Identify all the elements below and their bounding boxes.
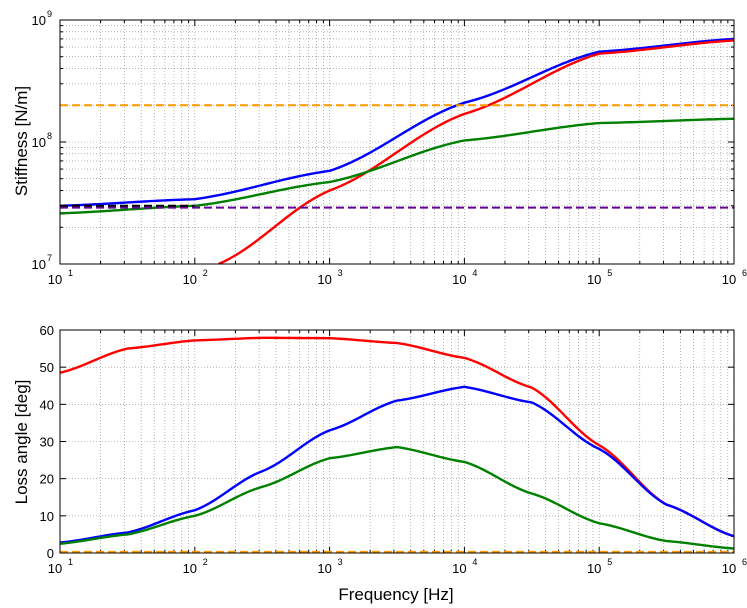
stiffness-y-tick-label-exponent: 9 xyxy=(47,9,52,19)
stiffness-y-tick-label-exponent: 7 xyxy=(47,253,52,263)
loss-angle-axes-frame xyxy=(59,329,735,554)
stiffness-series-group xyxy=(60,37,734,264)
loss-angle-x-tick-label: 10 xyxy=(722,561,736,576)
loss-angle-x-tick-label: 10 xyxy=(587,561,601,576)
stiffness-grid xyxy=(59,19,735,265)
stiffness-x-tick-label: 10 xyxy=(722,272,736,287)
loss-angle-y-tick-label: 30 xyxy=(40,435,54,450)
loss-angle-y-tick-label: 60 xyxy=(40,323,54,338)
loss-angle-y-tick-label: 10 xyxy=(40,509,54,524)
loss-angle-y-tick-label: 20 xyxy=(40,472,54,487)
loss-angle-x-tick-label-exponent: 2 xyxy=(203,557,208,567)
stiffness-x-tick-label: 10 xyxy=(48,272,62,287)
loss-angle-y-tick-label: 0 xyxy=(47,546,54,561)
stiffness-axes-frame xyxy=(59,19,735,265)
loss-angle-x-tick-label: 10 xyxy=(452,561,466,576)
loss-angle-series-line-0 xyxy=(60,336,734,538)
loss-angle-x-tick-label-exponent: 6 xyxy=(742,557,747,567)
stiffness-series-line-0 xyxy=(60,37,734,207)
stiffness-x-tick-label: 10 xyxy=(452,272,466,287)
loss-angle-x-tick-label: 10 xyxy=(317,561,331,576)
stiffness-x-tick-label-exponent: 4 xyxy=(472,268,477,278)
loss-angle-x-tick-label-exponent: 5 xyxy=(607,557,612,567)
loss-angle-x-tick-label-exponent: 3 xyxy=(338,557,343,567)
stiffness-x-tick-label-exponent: 2 xyxy=(203,268,208,278)
loss-angle-x-tick-label: 10 xyxy=(48,561,62,576)
stiffness-y-tick-label: 10 xyxy=(32,13,46,28)
loss-angle-series-line-1 xyxy=(60,385,734,544)
loss-angle-y-axis-label: Loss angle [deg] xyxy=(12,380,31,505)
stiffness-x-tick-label-exponent: 3 xyxy=(338,268,343,278)
stiffness-x-tick-label: 10 xyxy=(317,272,331,287)
stiffness-x-tick-label-exponent: 6 xyxy=(742,268,747,278)
stiffness-y-axis-label: Stiffness [N/m] xyxy=(12,86,31,196)
loss-angle-y-tick-label: 40 xyxy=(40,397,54,412)
stiffness-x-tick-label: 10 xyxy=(587,272,601,287)
stiffness-y-tick-label: 10 xyxy=(32,257,46,272)
stiffness-series-line-1 xyxy=(218,39,734,264)
loss-angle-x-tick-label-exponent: 1 xyxy=(68,557,73,567)
loss-angle-panel: Loss angle [deg] Frequency [Hz] 10 1 10 2 10… xyxy=(12,323,747,604)
stiffness-y-tick-label-exponent: 8 xyxy=(47,131,52,141)
loss-angle-y-tick-label: 50 xyxy=(40,360,54,375)
stiffness-y-tick-label: 10 xyxy=(32,135,46,150)
stiffness-x-tick-label: 10 xyxy=(183,272,197,287)
loss-angle-x-tick-label: 10 xyxy=(183,561,197,576)
loss-angle-series-line-2 xyxy=(60,445,734,550)
frequency-x-axis-label: Frequency [Hz] xyxy=(338,585,453,604)
loss-angle-grid xyxy=(59,329,735,554)
loss-angle-x-tick-label-exponent: 4 xyxy=(472,557,477,567)
stiffness-x-tick-label-exponent: 1 xyxy=(68,268,73,278)
loss-angle-series-group xyxy=(60,336,734,553)
stiffness-x-tick-label-exponent: 5 xyxy=(607,268,612,278)
